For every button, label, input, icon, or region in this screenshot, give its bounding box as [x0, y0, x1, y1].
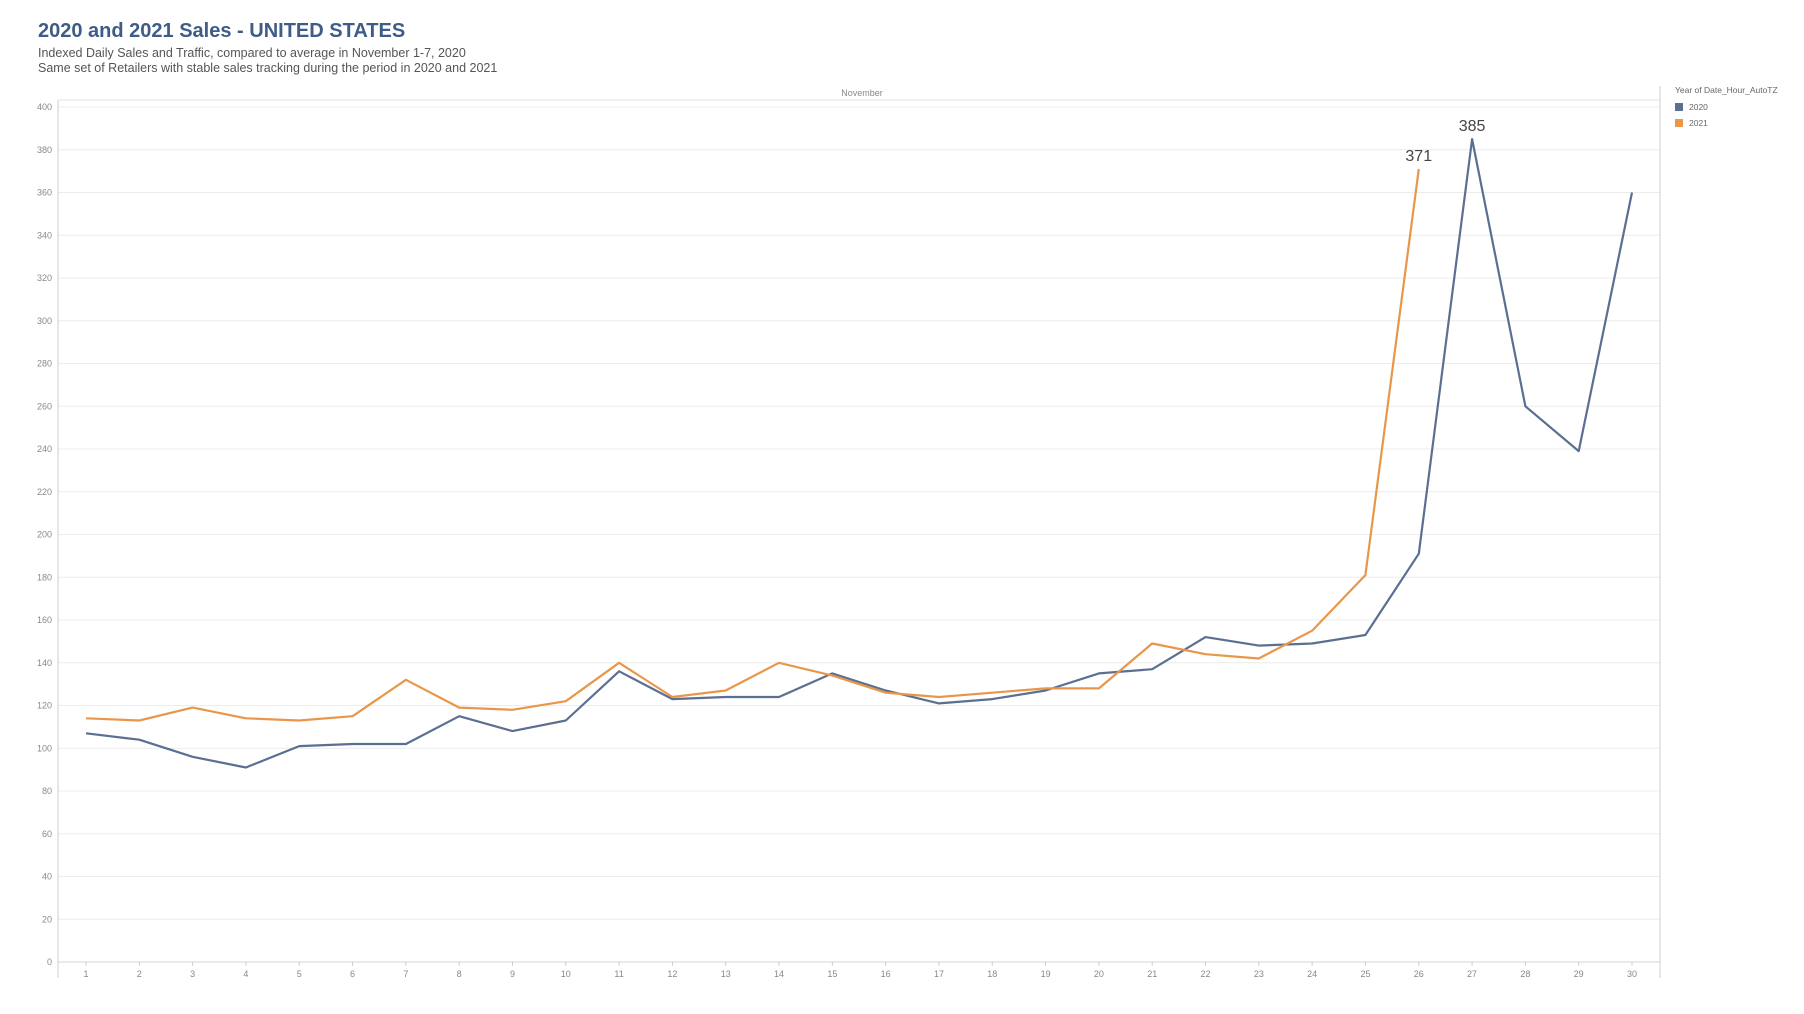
y-axis-ticks: 0 20 40 60 80 100 120 140 160 180 200 220 240 260 280 3…: [37, 102, 52, 967]
y-tick-label: 380: [37, 145, 52, 155]
x-tick-label: 26: [1414, 969, 1424, 979]
column-header-november: November: [841, 88, 883, 98]
x-tick-label: 4: [243, 969, 248, 979]
x-tick-label: 30: [1627, 969, 1637, 979]
y-tick-label: 200: [37, 530, 52, 540]
y-tick-label: 100: [37, 743, 52, 753]
annotations: 371 385: [1405, 118, 1485, 165]
legend-title: Year of Date_Hour_AutoTZ: [1675, 85, 1778, 95]
y-tick-label: 260: [37, 401, 52, 411]
y-tick-label: 360: [37, 188, 52, 198]
x-tick-label: 3: [190, 969, 195, 979]
x-tick-label: 2: [137, 969, 142, 979]
x-tick-label: 8: [457, 969, 462, 979]
x-tick-label: 22: [1201, 969, 1211, 979]
x-tick-label: 28: [1520, 969, 1530, 979]
y-tick-label: 220: [37, 487, 52, 497]
axes: [57, 86, 1661, 978]
legend-label-2020: 2020: [1689, 101, 1708, 112]
chart-title: 2020 and 2021 Sales - UNITED STATES: [38, 20, 406, 42]
x-tick-label: 25: [1360, 969, 1370, 979]
x-tick-label: 14: [774, 969, 784, 979]
y-tick-label: 320: [37, 273, 52, 283]
series-line-2021[interactable]: [85, 168, 1420, 722]
gridlines: [58, 106, 1660, 920]
legend-item-2020[interactable]: 2020: [1675, 101, 1708, 113]
x-tick-label: 29: [1574, 969, 1584, 979]
x-tick-label: 23: [1254, 969, 1264, 979]
annotation-2021: 371: [1405, 148, 1432, 165]
legend-item-2021[interactable]: 2021: [1675, 117, 1708, 129]
y-tick-label: 240: [37, 444, 52, 454]
series-line-2020[interactable]: [85, 138, 1634, 769]
x-tick-label: 11: [614, 969, 623, 979]
x-tick-label: 6: [350, 969, 355, 979]
x-tick-label: 12: [667, 969, 677, 979]
x-tick-label: 7: [403, 969, 408, 979]
y-tick-label: 80: [42, 786, 52, 796]
y-tick-label: 280: [37, 359, 52, 369]
x-tick-label: 17: [934, 969, 944, 979]
x-tick-label: 20: [1094, 969, 1104, 979]
x-tick-label: 13: [721, 969, 731, 979]
x-tick-label: 15: [827, 969, 837, 979]
y-tick-label: 140: [37, 658, 52, 668]
y-tick-label: 400: [37, 102, 52, 112]
y-tick-label: 300: [37, 316, 52, 326]
x-tick-label: 24: [1307, 969, 1317, 979]
y-tick-label: 180: [37, 572, 52, 582]
legend-swatch-2021: [1675, 118, 1683, 127]
x-tick-label: 18: [987, 969, 997, 979]
y-tick-label: 20: [42, 914, 52, 924]
x-tick-label: 5: [297, 969, 302, 979]
y-tick-label: 340: [37, 230, 52, 240]
y-tick-label: 40: [42, 872, 52, 882]
x-tick-label: 9: [510, 969, 515, 979]
y-tick-label: 60: [42, 829, 52, 839]
x-axis-ticks: 1 2 3 4 5 6 7 8 9 10 11 12 13 14 15 16 17 18 19 20 21 22 23 24 2…: [83, 962, 1637, 979]
chart-subtitle-1: Indexed Daily Sales and Traffic, compare…: [38, 46, 466, 60]
y-tick-label: 0: [47, 957, 52, 967]
chart-subtitle-2: Same set of Retailers with stable sales …: [38, 61, 498, 75]
legend-label-2021: 2021: [1689, 117, 1708, 128]
x-tick-label: 19: [1041, 969, 1051, 979]
legend-swatch-2020: [1675, 102, 1683, 111]
x-tick-label: 10: [561, 969, 571, 979]
series-lines: [85, 138, 1634, 769]
x-tick-label: 21: [1147, 969, 1157, 979]
annotation-2020: 385: [1459, 118, 1486, 135]
x-tick-label: 16: [881, 969, 891, 979]
x-tick-label: 1: [83, 969, 88, 979]
y-tick-label: 120: [37, 701, 52, 711]
y-tick-label: 160: [37, 615, 52, 625]
x-tick-label: 27: [1467, 969, 1477, 979]
